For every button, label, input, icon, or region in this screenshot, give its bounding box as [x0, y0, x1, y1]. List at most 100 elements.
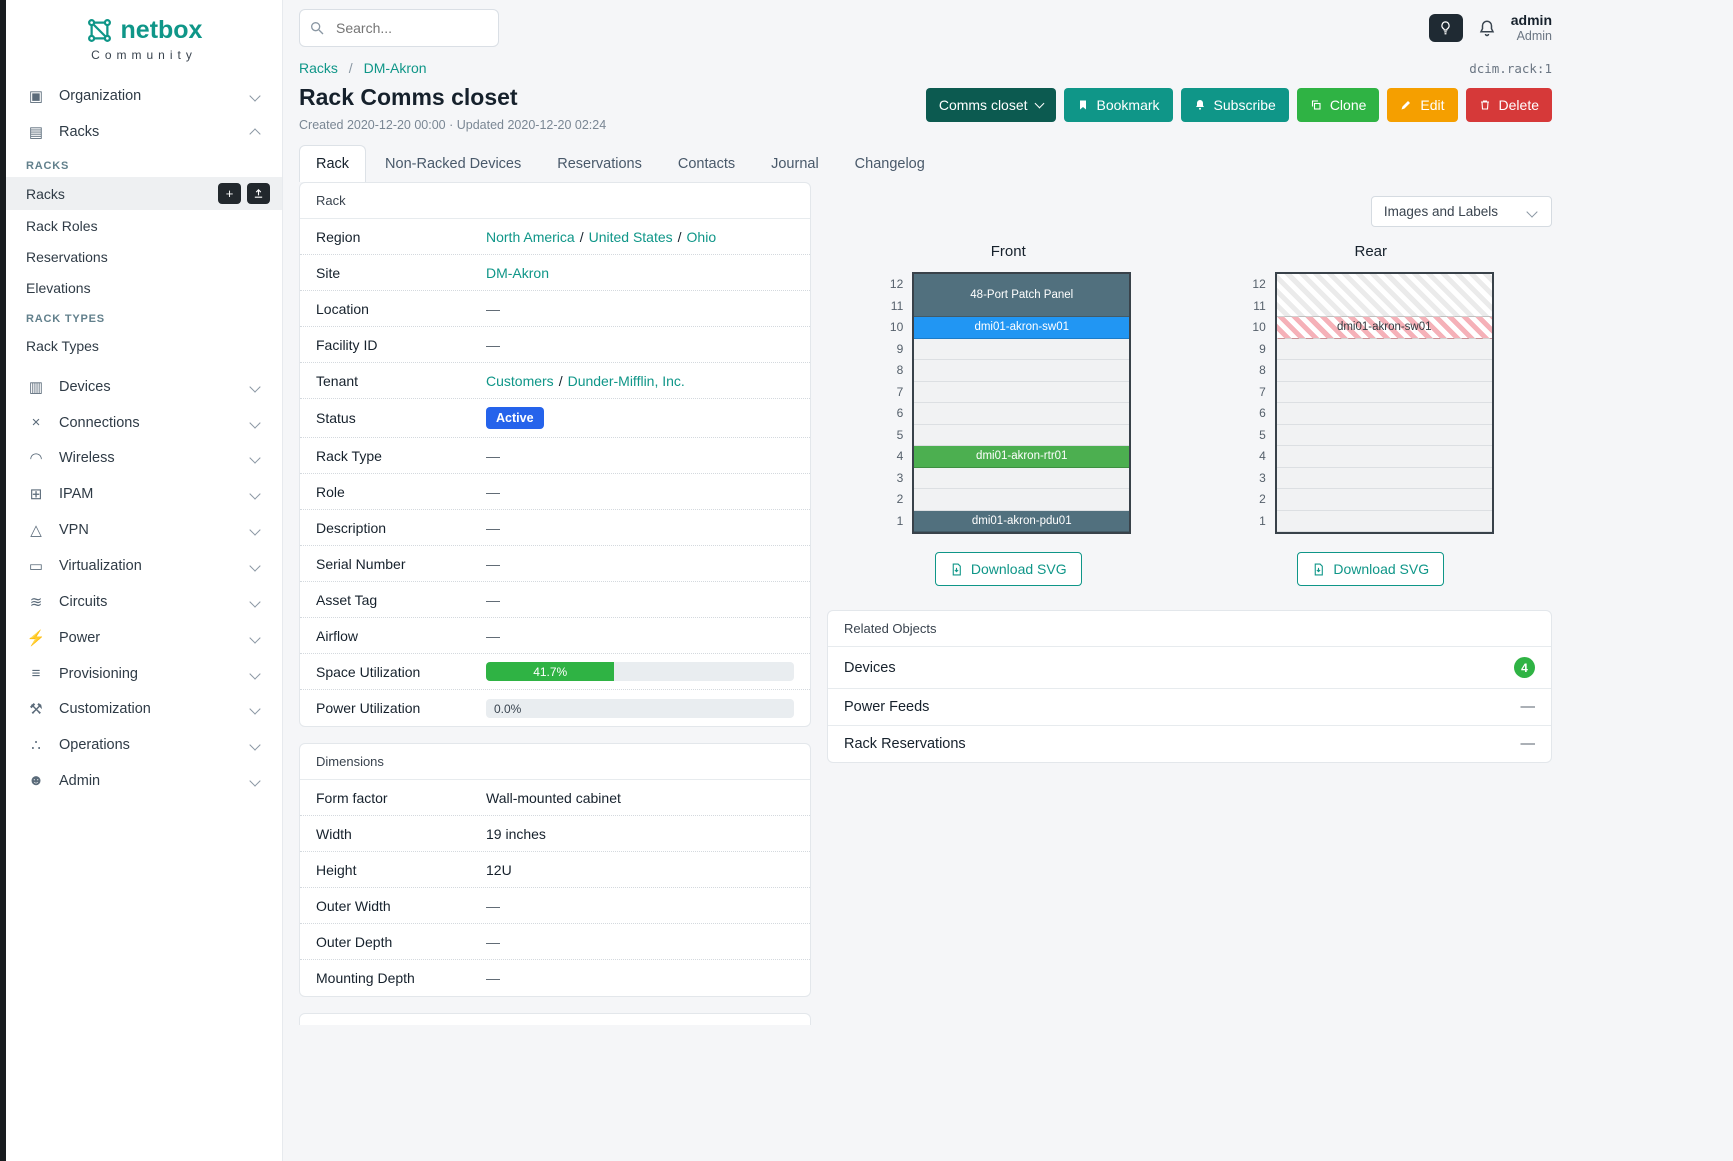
tab-journal[interactable]: Journal	[771, 156, 819, 172]
rack-field-power-utilization: Power Utilization 0.0%	[300, 690, 810, 726]
tab-changelog[interactable]: Changelog	[854, 156, 925, 172]
breadcrumb-racks-link[interactable]: Racks	[299, 60, 338, 76]
theme-toggle-button[interactable]	[1428, 13, 1463, 42]
sidebar-item-provisioning[interactable]: ≡ Provisioning	[6, 656, 282, 691]
sidebar-item-virtualization[interactable]: ▭ Virtualization	[6, 548, 282, 584]
rack-empty-slot[interactable]	[1276, 489, 1492, 511]
rack-empty-slot[interactable]	[1276, 381, 1492, 403]
notifications-button[interactable]	[1478, 19, 1496, 37]
bookmark-button[interactable]: Bookmark	[1063, 88, 1173, 122]
user-menu[interactable]: admin Admin	[1511, 12, 1552, 44]
rack-empty-slot[interactable]	[1276, 424, 1492, 446]
rack-empty-slot[interactable]	[914, 489, 1130, 511]
tab-rack[interactable]: Rack	[299, 145, 367, 182]
rack-empty-slot[interactable]	[914, 381, 1130, 403]
chevron-up-icon	[249, 128, 261, 140]
sidebar-item-rack-types[interactable]: Rack Types	[26, 337, 99, 354]
delete-button[interactable]: Delete	[1465, 88, 1552, 122]
rack-empty-slot[interactable]	[914, 360, 1130, 382]
rack-panel-title: Rack	[300, 183, 810, 219]
sidebar-item-connections[interactable]: × Connections	[6, 405, 282, 440]
sidebar-item-organization[interactable]: ▣ Organization	[6, 78, 282, 114]
rack-unit-number: 12	[1252, 277, 1266, 291]
rack-empty-slot[interactable]	[914, 338, 1130, 360]
rack-unit-number: 3	[896, 470, 904, 485]
sidebar: netbox Community ▣ Organization ▤ Racks …	[6, 0, 283, 1161]
sidebar-item-admin[interactable]: ☻ Admin	[6, 763, 282, 798]
rack-field-location: Location —	[300, 291, 810, 327]
rack-unit-number: 8	[896, 363, 904, 377]
tab-non-racked-devices[interactable]: Non-Racked Devices	[385, 156, 522, 172]
region-link[interactable]: Ohio	[686, 228, 717, 245]
sidebar-item-rack-roles[interactable]: Rack Roles	[26, 217, 98, 234]
rack-unit-number: 11	[890, 298, 904, 313]
netbox-logo[interactable]: netbox Community	[6, 8, 282, 78]
wireless-icon: ◠	[29, 450, 43, 467]
rack-unit-number: 2	[1259, 492, 1266, 506]
ipam-icon: ⊞	[29, 486, 43, 503]
rack-empty-slot[interactable]	[1276, 360, 1492, 382]
breadcrumb-site-link[interactable]: DM-Akron	[363, 60, 427, 76]
rack-empty-slot[interactable]	[1276, 403, 1492, 425]
rack-unit-number: 11	[1253, 298, 1266, 313]
rack-device[interactable]: dmi01-akron-pdu01	[914, 510, 1130, 532]
site-link[interactable]: DM-Akron	[486, 264, 550, 281]
rear-elevation-title: Rear	[1354, 243, 1387, 260]
created-updated-meta: Created 2020-12-20 00:00 · Updated 2020-…	[299, 118, 607, 132]
space-utilization-bar: 41.7%	[486, 662, 794, 681]
chevron-down-icon	[249, 560, 261, 572]
chevron-down-icon	[249, 632, 261, 644]
tenant-link[interactable]: Dunder-Mifflin, Inc.	[567, 372, 685, 389]
rack-device[interactable]: dmi01-akron-sw01	[914, 317, 1130, 339]
power-icon: ⚡	[26, 630, 46, 647]
sidebar-item-circuits[interactable]: ≋ Circuits	[6, 584, 282, 620]
tab-contacts[interactable]: Contacts	[677, 156, 736, 172]
dimensions-panel: Dimensions Form factor Wall-mounted cabi…	[299, 743, 811, 997]
sidebar-item-wireless[interactable]: ◠ Wireless	[6, 440, 282, 476]
sidebar-item-devices[interactable]: ▥ Devices	[6, 369, 282, 405]
rack-empty-slot[interactable]	[914, 403, 1130, 425]
tenant-group-link[interactable]: Customers	[486, 372, 554, 389]
images-labels-select[interactable]: Images and Labels	[1370, 196, 1552, 227]
rack-device[interactable]: dmi01-akron-sw01	[1276, 317, 1492, 339]
tab-reservations[interactable]: Reservations	[557, 156, 642, 172]
rack-empty-slot[interactable]	[914, 424, 1130, 446]
rack-unit-number: 5	[896, 427, 904, 442]
region-link[interactable]: North America	[486, 228, 575, 245]
search-input[interactable]	[299, 9, 499, 47]
chevron-down-icon	[249, 667, 261, 680]
download-svg-front-button[interactable]: Download SVG	[934, 552, 1082, 586]
download-svg-rear-button[interactable]: Download SVG	[1297, 552, 1445, 586]
sidebar-item-ipam[interactable]: ⊞ IPAM	[6, 476, 282, 512]
rack-device[interactable]: 48-Port Patch Panel	[914, 274, 1130, 317]
related-row-devices[interactable]: Devices 4	[828, 647, 1551, 689]
region-link[interactable]: United States	[588, 228, 673, 245]
operations-icon: ∴	[31, 737, 41, 754]
rack-empty-slot[interactable]	[1276, 510, 1492, 532]
import-racks-button[interactable]	[247, 183, 270, 204]
admin-icon: ☻	[28, 772, 44, 789]
location-dropdown-button[interactable]: Comms closet	[925, 88, 1056, 122]
customization-icon: ⚒	[29, 701, 43, 718]
brand-name: netbox	[120, 16, 203, 44]
sidebar-item-reservations[interactable]: Reservations	[26, 248, 108, 265]
right-column: Images and Labels Front 12 11 10 9 8 7 6 5 4 3 2 1 …	[827, 182, 1552, 763]
edit-button[interactable]: Edit	[1387, 88, 1458, 122]
sidebar-item-customization[interactable]: ⚒ Customization	[6, 691, 282, 727]
rack-device[interactable]: dmi01-akron-rtr01	[914, 446, 1130, 468]
topbar-right: admin Admin	[1428, 12, 1552, 44]
sidebar-item-operations[interactable]: ∴ Operations	[6, 727, 282, 763]
rack-empty-slot[interactable]	[1276, 467, 1492, 489]
rack-empty-slot[interactable]	[1276, 338, 1492, 360]
sidebar-item-vpn[interactable]: △ VPN	[6, 512, 282, 548]
sidebar-item-racks-list[interactable]: Racks +	[6, 177, 282, 210]
rack-field-region: Region North America / United States / Ohio	[300, 219, 810, 255]
add-rack-button[interactable]: +	[218, 183, 241, 204]
rack-empty-slot[interactable]	[1276, 446, 1492, 468]
subscribe-button[interactable]: Subscribe	[1180, 88, 1289, 122]
clone-button[interactable]: Clone	[1296, 88, 1380, 122]
sidebar-item-racks[interactable]: ▤ Racks	[6, 114, 282, 150]
sidebar-item-elevations[interactable]: Elevations	[26, 279, 91, 296]
rack-empty-slot[interactable]	[914, 467, 1130, 489]
sidebar-item-power[interactable]: ⚡ Power	[6, 620, 282, 656]
